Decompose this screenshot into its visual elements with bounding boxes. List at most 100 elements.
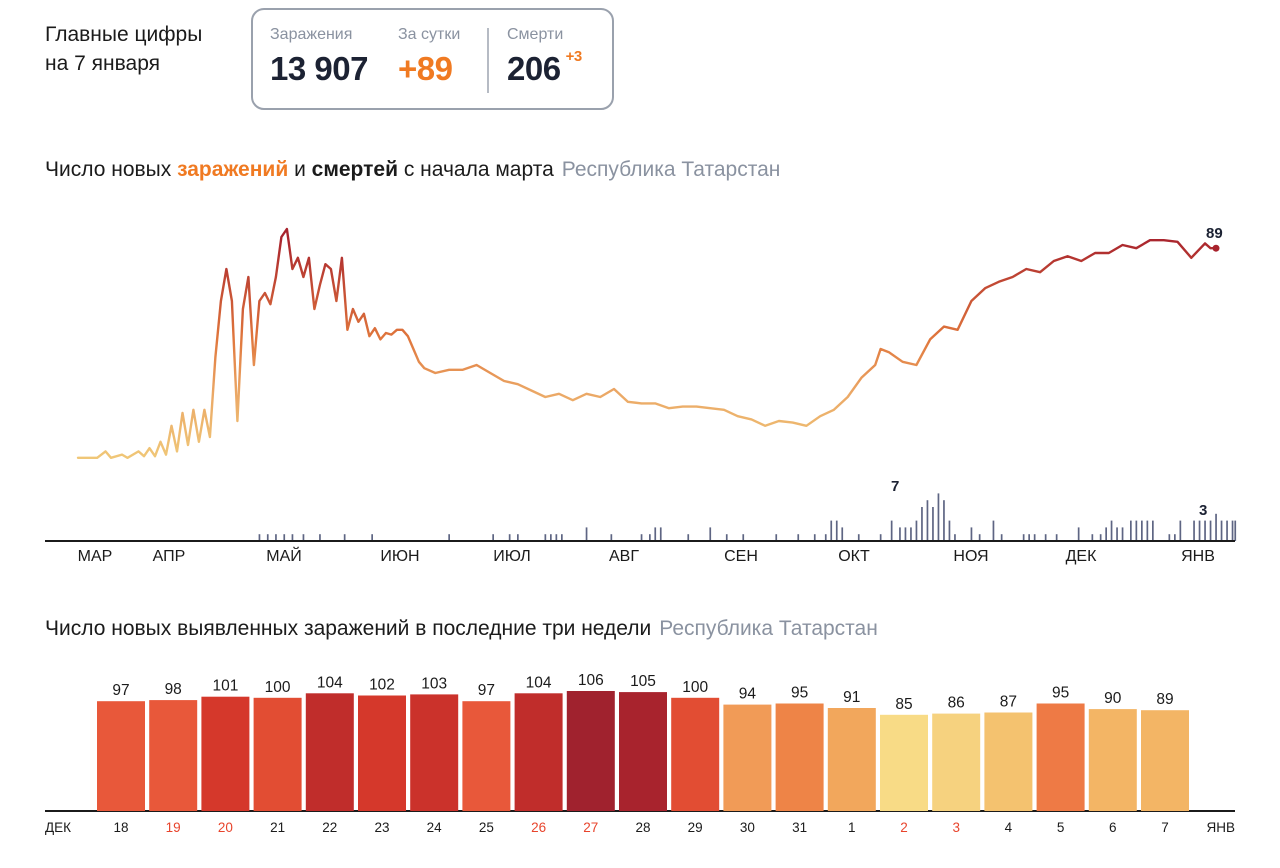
death-bar — [1141, 520, 1143, 541]
death-bar — [1135, 520, 1138, 541]
daily-bar-value: 97 — [112, 682, 129, 699]
death-bar — [1028, 534, 1030, 541]
daily-bar-day: 31 — [792, 820, 807, 835]
daily-bar — [775, 703, 824, 811]
death-bar — [640, 534, 643, 541]
daily-bar-value: 85 — [895, 696, 912, 713]
daily-bar-day: 27 — [583, 820, 598, 835]
death-bar — [508, 534, 511, 541]
daily-bar — [1141, 710, 1189, 811]
death-bar — [258, 534, 261, 541]
daily-bar-day: 26 — [531, 820, 546, 835]
daily-bar — [880, 714, 928, 811]
daily-bar-day: 2 — [900, 820, 908, 835]
section2-title: Число новых выявленных заражений в после… — [45, 617, 878, 641]
daily-bar-value: 97 — [478, 682, 495, 699]
section1-title-infections: заражений — [177, 158, 289, 181]
chart2-month-start: ДЕК — [45, 820, 71, 835]
chart1-month-label: АВГ — [609, 548, 639, 565]
death-bar — [1077, 527, 1080, 541]
death-bar — [448, 534, 450, 541]
death-bar — [550, 534, 552, 541]
death-bar — [948, 520, 951, 541]
death-bar — [371, 534, 373, 541]
daily-bar-day: 22 — [322, 820, 337, 835]
death-bar — [1179, 520, 1182, 541]
death-bar — [830, 520, 833, 541]
daily-bar-value: 104 — [317, 674, 343, 691]
death-bar — [879, 534, 882, 541]
chart1-month-label: АПР — [153, 548, 186, 565]
death-bar — [654, 527, 657, 541]
daily-bar — [723, 704, 772, 811]
chart1-month-label: ЯНВ — [1181, 548, 1215, 565]
daily-bar — [619, 692, 667, 811]
section1-title-mid: и — [288, 158, 312, 181]
section1-title: Число новых заражений и смертей с начала… — [45, 158, 780, 182]
death-bar — [275, 534, 277, 541]
chart1-month-label: ИЮЛ — [493, 548, 530, 565]
death-bar — [1105, 527, 1107, 541]
daily-bar-value: 100 — [682, 679, 708, 696]
death-bar — [1146, 520, 1149, 541]
death-bar — [517, 534, 519, 541]
death-bar — [1055, 534, 1058, 541]
death-bar — [992, 520, 995, 541]
daily-bar-day: 28 — [635, 820, 650, 835]
infections-last-point — [1212, 244, 1220, 252]
death-bar — [824, 534, 827, 541]
daily-bar — [201, 696, 250, 811]
daily-bar — [253, 697, 302, 811]
infections-line — [76, 227, 1218, 459]
death-bar — [915, 520, 918, 541]
stats-card: Заражения 13 907 За сутки +89 Смерти 206… — [251, 8, 614, 110]
death-bar — [1033, 534, 1036, 541]
death-bar — [492, 534, 494, 541]
daily-bar-day: 4 — [1005, 820, 1013, 835]
daily-bar-day: 6 — [1109, 820, 1117, 835]
death-bar — [1110, 520, 1113, 541]
stat-day: За сутки +89 — [398, 26, 460, 88]
death-bar — [954, 534, 956, 541]
death-bar — [813, 534, 816, 541]
death-bar — [291, 534, 294, 541]
daily-bar-value: 100 — [265, 679, 291, 696]
infections-deaths-chart: 89 7 3 МАР АПР МАЙ ИЮН ИЮЛ АВГ СЕН ОКТ НОЯ ДЕК ЯНВ — [45, 225, 1237, 565]
daily-bar-value: 98 — [165, 681, 182, 698]
daily-bar-day: 18 — [113, 820, 128, 835]
chart2-month-end: ЯНВ — [1206, 820, 1235, 835]
death-bar — [610, 534, 613, 541]
death-bar — [1130, 520, 1132, 541]
daily-bar-day: 7 — [1161, 820, 1169, 835]
chart1-month-label: СЕН — [724, 548, 758, 565]
death-bar — [725, 534, 728, 541]
section2-title-text: Число новых выявленных заражений в после… — [45, 617, 652, 640]
stat-deaths-label: Смерти — [507, 26, 564, 43]
daily-bar — [1036, 703, 1085, 811]
daily-bar — [1088, 709, 1137, 811]
daily-bar — [671, 697, 720, 811]
daily-bar-day: 5 — [1057, 820, 1065, 835]
death-bar — [742, 534, 745, 541]
stat-deaths-value-wrap: 206 +3 — [507, 48, 583, 88]
stat-deaths-value: 206 — [507, 50, 561, 87]
headline: Главные цифры на 7 января — [45, 20, 202, 78]
daily-bar-value: 87 — [1000, 694, 1017, 711]
death-bar — [970, 527, 973, 541]
death-bar — [544, 534, 547, 541]
stat-deaths: Смерти 206 +3 — [507, 26, 582, 88]
stats-divider — [487, 28, 489, 93]
section2-region: Республика Татарстан — [659, 617, 878, 640]
stat-deaths-delta: +3 — [565, 48, 583, 65]
death-bar — [921, 507, 923, 541]
daily-bar-day: 29 — [688, 820, 703, 835]
death-bar — [1215, 513, 1217, 541]
daily-bar-value: 104 — [526, 674, 552, 691]
daily-bar-value: 90 — [1104, 690, 1122, 707]
daily-bar — [514, 693, 563, 811]
death-bar — [899, 527, 901, 541]
daily-bar-day: 24 — [427, 820, 443, 835]
death-bar — [266, 534, 269, 541]
section1-title-deaths: смертей — [311, 158, 398, 181]
death-bar — [943, 500, 945, 541]
